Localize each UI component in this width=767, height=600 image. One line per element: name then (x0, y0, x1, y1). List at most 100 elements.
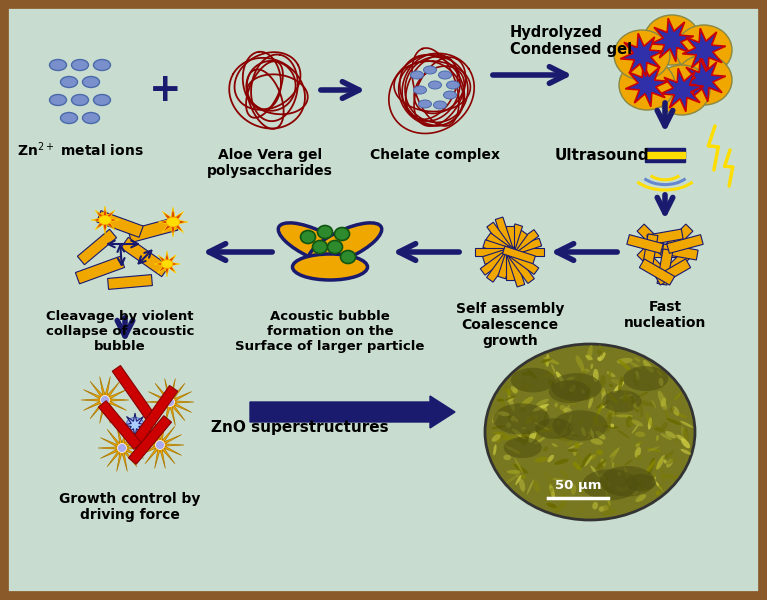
Ellipse shape (617, 358, 633, 364)
Ellipse shape (614, 382, 624, 393)
Ellipse shape (555, 459, 569, 465)
Ellipse shape (633, 401, 637, 410)
Ellipse shape (648, 418, 652, 430)
Ellipse shape (581, 427, 586, 436)
Ellipse shape (653, 427, 661, 430)
Ellipse shape (568, 426, 570, 434)
Ellipse shape (543, 446, 548, 452)
Ellipse shape (567, 391, 572, 395)
Ellipse shape (639, 493, 644, 497)
Ellipse shape (667, 454, 672, 458)
Ellipse shape (672, 406, 680, 416)
Ellipse shape (548, 455, 554, 463)
Ellipse shape (443, 91, 456, 99)
Polygon shape (483, 240, 515, 257)
Polygon shape (505, 224, 522, 257)
Ellipse shape (637, 416, 642, 419)
Ellipse shape (535, 457, 548, 463)
Ellipse shape (602, 509, 617, 515)
Ellipse shape (637, 455, 642, 460)
Ellipse shape (555, 415, 559, 425)
Ellipse shape (676, 55, 732, 105)
Ellipse shape (578, 481, 584, 493)
Ellipse shape (643, 380, 656, 391)
Ellipse shape (601, 391, 606, 404)
Ellipse shape (166, 397, 175, 407)
Ellipse shape (607, 391, 617, 404)
Ellipse shape (656, 435, 659, 441)
Ellipse shape (493, 403, 549, 434)
Ellipse shape (547, 488, 553, 496)
Ellipse shape (83, 76, 100, 88)
Ellipse shape (635, 442, 642, 446)
Ellipse shape (657, 455, 665, 470)
Ellipse shape (548, 380, 555, 385)
Ellipse shape (657, 370, 663, 376)
Ellipse shape (683, 427, 689, 443)
Ellipse shape (535, 430, 539, 441)
Ellipse shape (532, 417, 541, 421)
Polygon shape (250, 396, 455, 428)
Ellipse shape (413, 86, 426, 94)
Ellipse shape (561, 493, 567, 508)
Ellipse shape (334, 227, 350, 241)
Ellipse shape (635, 431, 646, 437)
Ellipse shape (496, 406, 510, 411)
Ellipse shape (99, 215, 111, 224)
Ellipse shape (609, 448, 620, 458)
Ellipse shape (605, 490, 611, 506)
Ellipse shape (597, 481, 606, 486)
Ellipse shape (582, 383, 594, 386)
Ellipse shape (555, 403, 558, 407)
Ellipse shape (492, 434, 501, 442)
Ellipse shape (522, 378, 528, 391)
Ellipse shape (504, 437, 542, 458)
Polygon shape (98, 401, 141, 449)
Ellipse shape (640, 400, 654, 407)
Ellipse shape (551, 373, 601, 401)
Ellipse shape (573, 451, 577, 456)
Ellipse shape (614, 30, 670, 80)
Ellipse shape (576, 453, 583, 466)
Ellipse shape (541, 359, 551, 363)
Ellipse shape (549, 484, 555, 499)
Ellipse shape (611, 424, 614, 427)
Ellipse shape (561, 410, 568, 421)
Ellipse shape (83, 113, 100, 124)
Ellipse shape (591, 485, 608, 490)
Polygon shape (509, 249, 538, 274)
Ellipse shape (603, 425, 619, 429)
Ellipse shape (566, 442, 574, 446)
Ellipse shape (563, 405, 570, 414)
Ellipse shape (637, 391, 649, 397)
Text: Hydrolyzed
Condensed gel: Hydrolyzed Condensed gel (510, 25, 632, 58)
Text: Zn$^{2+}$ metal ions: Zn$^{2+}$ metal ions (17, 140, 143, 158)
Ellipse shape (308, 223, 382, 265)
Ellipse shape (651, 476, 656, 485)
Ellipse shape (587, 345, 593, 361)
Ellipse shape (681, 438, 690, 448)
Ellipse shape (593, 369, 598, 382)
Ellipse shape (538, 427, 554, 433)
Polygon shape (621, 34, 663, 77)
Ellipse shape (546, 370, 556, 373)
Ellipse shape (503, 455, 511, 460)
Ellipse shape (660, 473, 678, 479)
Ellipse shape (599, 344, 607, 359)
Ellipse shape (623, 397, 628, 402)
Polygon shape (509, 238, 542, 256)
Ellipse shape (515, 469, 521, 479)
Ellipse shape (439, 71, 452, 79)
Text: Acoustic bubble
formation on the
Surface of larger particle: Acoustic bubble formation on the Surface… (235, 310, 425, 353)
Ellipse shape (660, 433, 672, 440)
Ellipse shape (651, 472, 656, 484)
Ellipse shape (536, 399, 549, 406)
Polygon shape (107, 275, 153, 289)
Polygon shape (120, 238, 170, 277)
Ellipse shape (596, 404, 603, 418)
Ellipse shape (507, 398, 514, 403)
Polygon shape (642, 234, 658, 270)
Polygon shape (77, 229, 117, 265)
Ellipse shape (519, 479, 525, 492)
Ellipse shape (156, 440, 164, 449)
